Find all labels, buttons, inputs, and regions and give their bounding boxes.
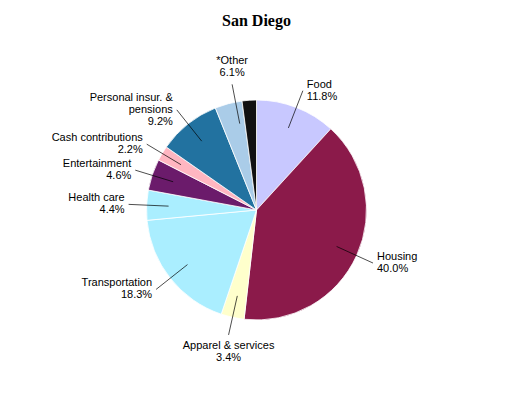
leader-line	[129, 204, 169, 206]
slice	[215, 101, 256, 210]
annotation-line: *Other	[216, 54, 248, 66]
annotation-line: pensions	[129, 103, 174, 115]
leader-line	[229, 296, 238, 335]
slice	[242, 100, 256, 210]
title: San Diego	[222, 12, 291, 30]
annotation-line: 2.2%	[118, 143, 143, 155]
leader-line	[147, 144, 181, 165]
annotation: Food11.8%	[307, 78, 338, 102]
annotation: Transportation18.3%	[82, 276, 153, 300]
leader-line	[177, 110, 202, 141]
leader-line	[288, 91, 302, 128]
chart: San Diego Food11.8% Housing40.0% Apparel & …	[0, 0, 513, 396]
leader-line	[232, 84, 240, 123]
annotation-line: Food	[307, 78, 332, 90]
annotation-line: 4.4%	[100, 203, 125, 215]
annotation: Entertainment4.6%	[63, 157, 132, 181]
annotation: Cash contributions2.2%	[52, 131, 144, 155]
annotation: *Other6.1%	[216, 54, 248, 78]
annotation: Apparel & services3.4%	[183, 339, 275, 363]
annotation: Personal insur. &pensions9.2%	[90, 91, 174, 127]
annotation-line: Personal insur. &	[90, 91, 174, 103]
annotation-line: Housing	[377, 250, 417, 262]
slice	[147, 210, 257, 314]
annotation-line: 40.0%	[377, 262, 408, 274]
annotation-line: 6.1%	[220, 66, 245, 78]
annotation-line: 11.8%	[307, 90, 338, 102]
annotation-line: Health care	[68, 191, 124, 203]
annotation: Housing40.0%	[377, 250, 417, 274]
leader-line	[135, 170, 173, 182]
annotation-line: Entertainment	[63, 157, 131, 169]
annotation-line: Transportation	[82, 276, 153, 288]
annotation-line: 18.3%	[121, 288, 152, 300]
annotation: Health care4.4%	[68, 191, 124, 215]
annotation-line: 4.6%	[106, 169, 131, 181]
annotation-line: Apparel & services	[183, 339, 275, 351]
annotation-line: 3.4%	[216, 351, 241, 363]
leader-line	[337, 246, 373, 263]
annotations: Food11.8% Housing40.0% Apparel & services3…	[52, 54, 418, 363]
pie: Food11.8% Housing40.0% Apparel & services3…	[52, 54, 418, 363]
slice	[244, 129, 366, 320]
leader-line	[156, 265, 187, 290]
annotation-line: 9.2%	[148, 115, 173, 127]
annotation-line: Cash contributions	[52, 131, 144, 143]
